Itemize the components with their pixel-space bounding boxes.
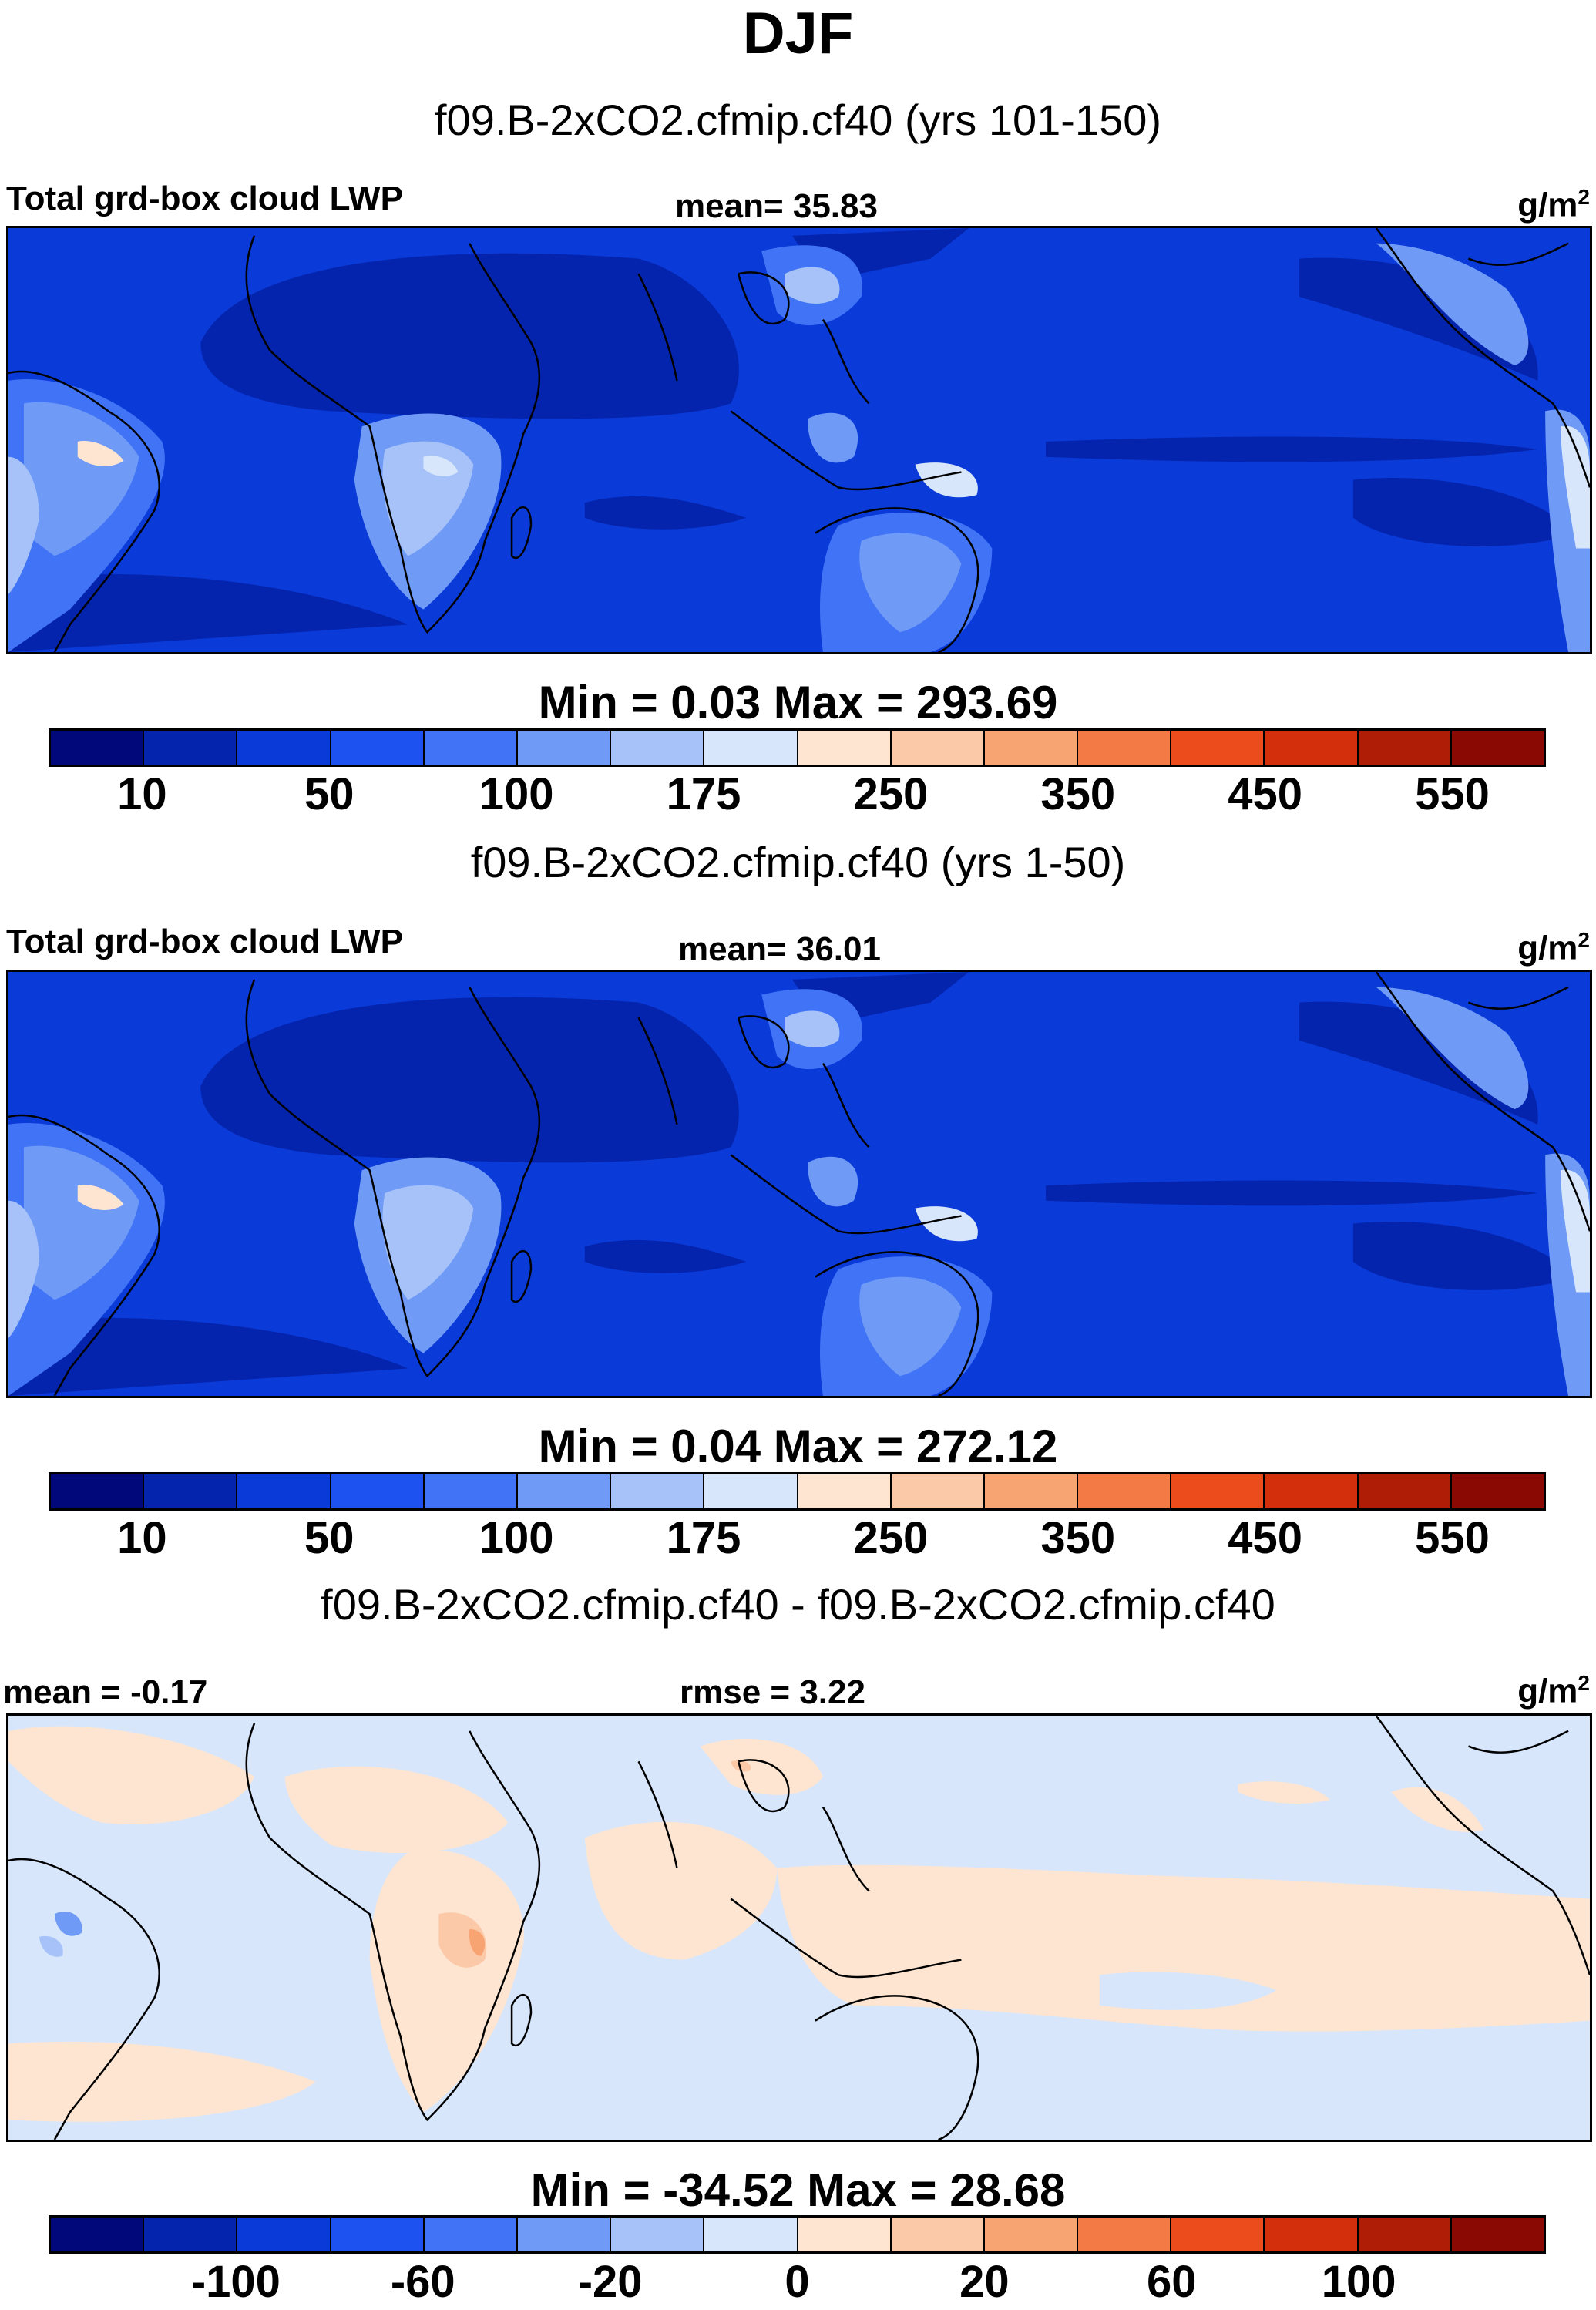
colorbar-swatch (611, 731, 705, 765)
colorbar-swatch (424, 731, 518, 765)
panel3-mean-label: mean = -0.17 (3, 1673, 208, 1711)
panel2-mean-label: mean= 36.01 (678, 930, 881, 968)
colorbar-tick-label: 10 (117, 1513, 167, 1563)
colorbar-swatch (891, 731, 985, 765)
colorbar-swatch (984, 731, 1079, 765)
panel1-variable-label: Total grd-box cloud LWP (6, 180, 403, 217)
colorbar-swatch (51, 731, 145, 765)
colorbar-tick-label: 250 (853, 1513, 929, 1563)
panel2-variable-label: Total grd-box cloud LWP (6, 923, 403, 960)
colorbar-swatch (1265, 2218, 1359, 2251)
colorbar-swatch (424, 2218, 518, 2251)
colorbar-swatch (798, 2218, 892, 2251)
colorbar-tick-label: 100 (479, 769, 554, 819)
colorbar-tick-label: -20 (577, 2257, 643, 2307)
colorbar-tick-label: 450 (1228, 769, 1303, 819)
colorbar-tick-label: 550 (1415, 1513, 1490, 1563)
colorbar-swatch (331, 731, 425, 765)
colorbar-swatch (144, 2218, 238, 2251)
colorbar-tick-label: 175 (666, 769, 741, 819)
panel2-lwp-field (8, 972, 1590, 1396)
colorbar-tick-label: 100 (1321, 2257, 1396, 2307)
colorbar-tick-label: 20 (959, 2257, 1010, 2307)
panel2-units: g/m2 (1517, 928, 1590, 967)
panel3-map (6, 1713, 1592, 2142)
colorbar-swatch (891, 2218, 985, 2251)
panel1-colorbar (49, 728, 1546, 767)
colorbar-tick-label: 350 (1040, 1513, 1116, 1563)
colorbar-swatch (704, 1474, 798, 1508)
panel3-minmax: Min = -34.52 Max = 28.68 (530, 2164, 1066, 2216)
colorbar-swatch (611, 2218, 705, 2251)
colorbar-swatch (1358, 1474, 1452, 1508)
colorbar-swatch (1078, 2218, 1172, 2251)
panel3-subtitle: f09.B-2xCO2.cfmip.cf40 - f09.B-2xCO2.cfm… (321, 1580, 1275, 1629)
colorbar-swatch (1171, 1474, 1265, 1508)
colorbar-tick-label: 250 (853, 769, 929, 819)
colorbar-swatch (704, 2218, 798, 2251)
colorbar-swatch (517, 1474, 612, 1508)
colorbar-swatch (1265, 1474, 1359, 1508)
panel3-difference-field (8, 1716, 1590, 2140)
colorbar-swatch (237, 731, 331, 765)
colorbar-tick-label: -100 (190, 2257, 281, 2307)
colorbar-tick-label: 550 (1415, 769, 1490, 819)
figure-title: DJF (742, 1, 854, 66)
colorbar-tick-label: 100 (479, 1513, 554, 1563)
colorbar-swatch (798, 1474, 892, 1508)
panel1-units: g/m2 (1517, 185, 1590, 224)
panel1-minmax: Min = 0.03 Max = 293.69 (538, 677, 1058, 728)
colorbar-swatch (704, 731, 798, 765)
colorbar-tick-label: 50 (304, 769, 354, 819)
colorbar-swatch (1171, 731, 1265, 765)
colorbar-swatch (891, 1474, 985, 1508)
panel2-subtitle: f09.B-2xCO2.cfmip.cf40 (yrs 1-50) (470, 838, 1126, 886)
colorbar-swatch (237, 2218, 331, 2251)
colorbar-tick-label: 450 (1228, 1513, 1303, 1563)
colorbar-tick-label: 175 (666, 1513, 741, 1563)
colorbar-swatch (798, 731, 892, 765)
colorbar-swatch (331, 2218, 425, 2251)
panel3-rmse-label: rmse = 3.22 (680, 1673, 865, 1711)
colorbar-swatch (1451, 731, 1544, 765)
colorbar-swatch (1358, 731, 1452, 765)
colorbar-swatch (1451, 2218, 1544, 2251)
colorbar-tick-label: -60 (390, 2257, 455, 2307)
panel3-units: g/m2 (1517, 1671, 1590, 1710)
colorbar-tick-label: 10 (117, 769, 167, 819)
colorbar-swatch (984, 2218, 1079, 2251)
panel1-lwp-field (8, 228, 1590, 652)
colorbar-swatch (144, 731, 238, 765)
colorbar-swatch (1171, 2218, 1265, 2251)
colorbar-swatch (1358, 2218, 1452, 2251)
colorbar-swatch (237, 1474, 331, 1508)
colorbar-tick-label: 350 (1040, 769, 1116, 819)
colorbar-swatch (424, 1474, 518, 1508)
colorbar-swatch (517, 731, 612, 765)
panel3-colorbar (49, 2215, 1546, 2254)
colorbar-tick-label: 0 (785, 2257, 810, 2307)
colorbar-swatch (984, 1474, 1079, 1508)
colorbar-swatch (1078, 1474, 1172, 1508)
colorbar-swatch (1078, 731, 1172, 765)
colorbar-swatch (517, 2218, 612, 2251)
colorbar-swatch (144, 1474, 238, 1508)
colorbar-swatch (51, 2218, 145, 2251)
colorbar-swatch (1451, 1474, 1544, 1508)
colorbar-swatch (1265, 731, 1359, 765)
panel1-map (6, 226, 1592, 654)
colorbar-tick-label: 60 (1146, 2257, 1197, 2307)
colorbar-tick-label: 50 (304, 1513, 354, 1563)
panel1-mean-label: mean= 35.83 (675, 187, 878, 225)
panel1-subtitle: f09.B-2xCO2.cfmip.cf40 (yrs 101-150) (434, 96, 1162, 144)
colorbar-swatch (331, 1474, 425, 1508)
panel2-colorbar (49, 1472, 1546, 1511)
colorbar-swatch (51, 1474, 145, 1508)
colorbar-swatch (611, 1474, 705, 1508)
panel2-map (6, 970, 1592, 1398)
panel2-minmax: Min = 0.04 Max = 272.12 (538, 1421, 1058, 1472)
